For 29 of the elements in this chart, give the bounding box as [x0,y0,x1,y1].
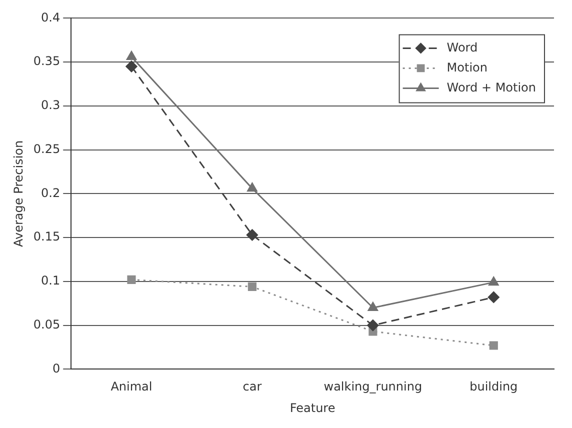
y-tick-label: 0 [52,361,60,376]
x-tick-label: walking_running [324,380,422,394]
point [246,229,258,241]
y-tick-label: 0.3 [41,98,60,112]
legend-label: Motion [446,60,488,74]
x-tick-label: Animal [110,380,152,394]
point [248,282,256,291]
y-axis-title: Average Precision [11,140,26,248]
y-tick-label: 0.05 [33,317,60,332]
y-tick-label: 0.35 [33,54,60,68]
point [489,341,498,350]
point [126,51,137,60]
point [368,302,378,312]
y-tick-label: 0.15 [33,230,60,244]
point [247,182,258,192]
point [126,60,138,72]
point [488,276,499,286]
point [367,320,379,332]
x-axis-title: Feature [290,400,336,415]
x-tick-label: car [242,380,262,394]
y-tick-label: 0.1 [41,274,60,288]
y-tick-label: 0.25 [33,142,60,156]
legend-label: Word + Motion [446,80,536,94]
y-tick-label: 0.4 [41,10,60,24]
legend-label: Word [446,40,478,54]
x-tick-label: building [470,380,518,394]
y-tick-label: 0.2 [41,186,60,200]
point [127,275,136,284]
point [488,291,500,303]
